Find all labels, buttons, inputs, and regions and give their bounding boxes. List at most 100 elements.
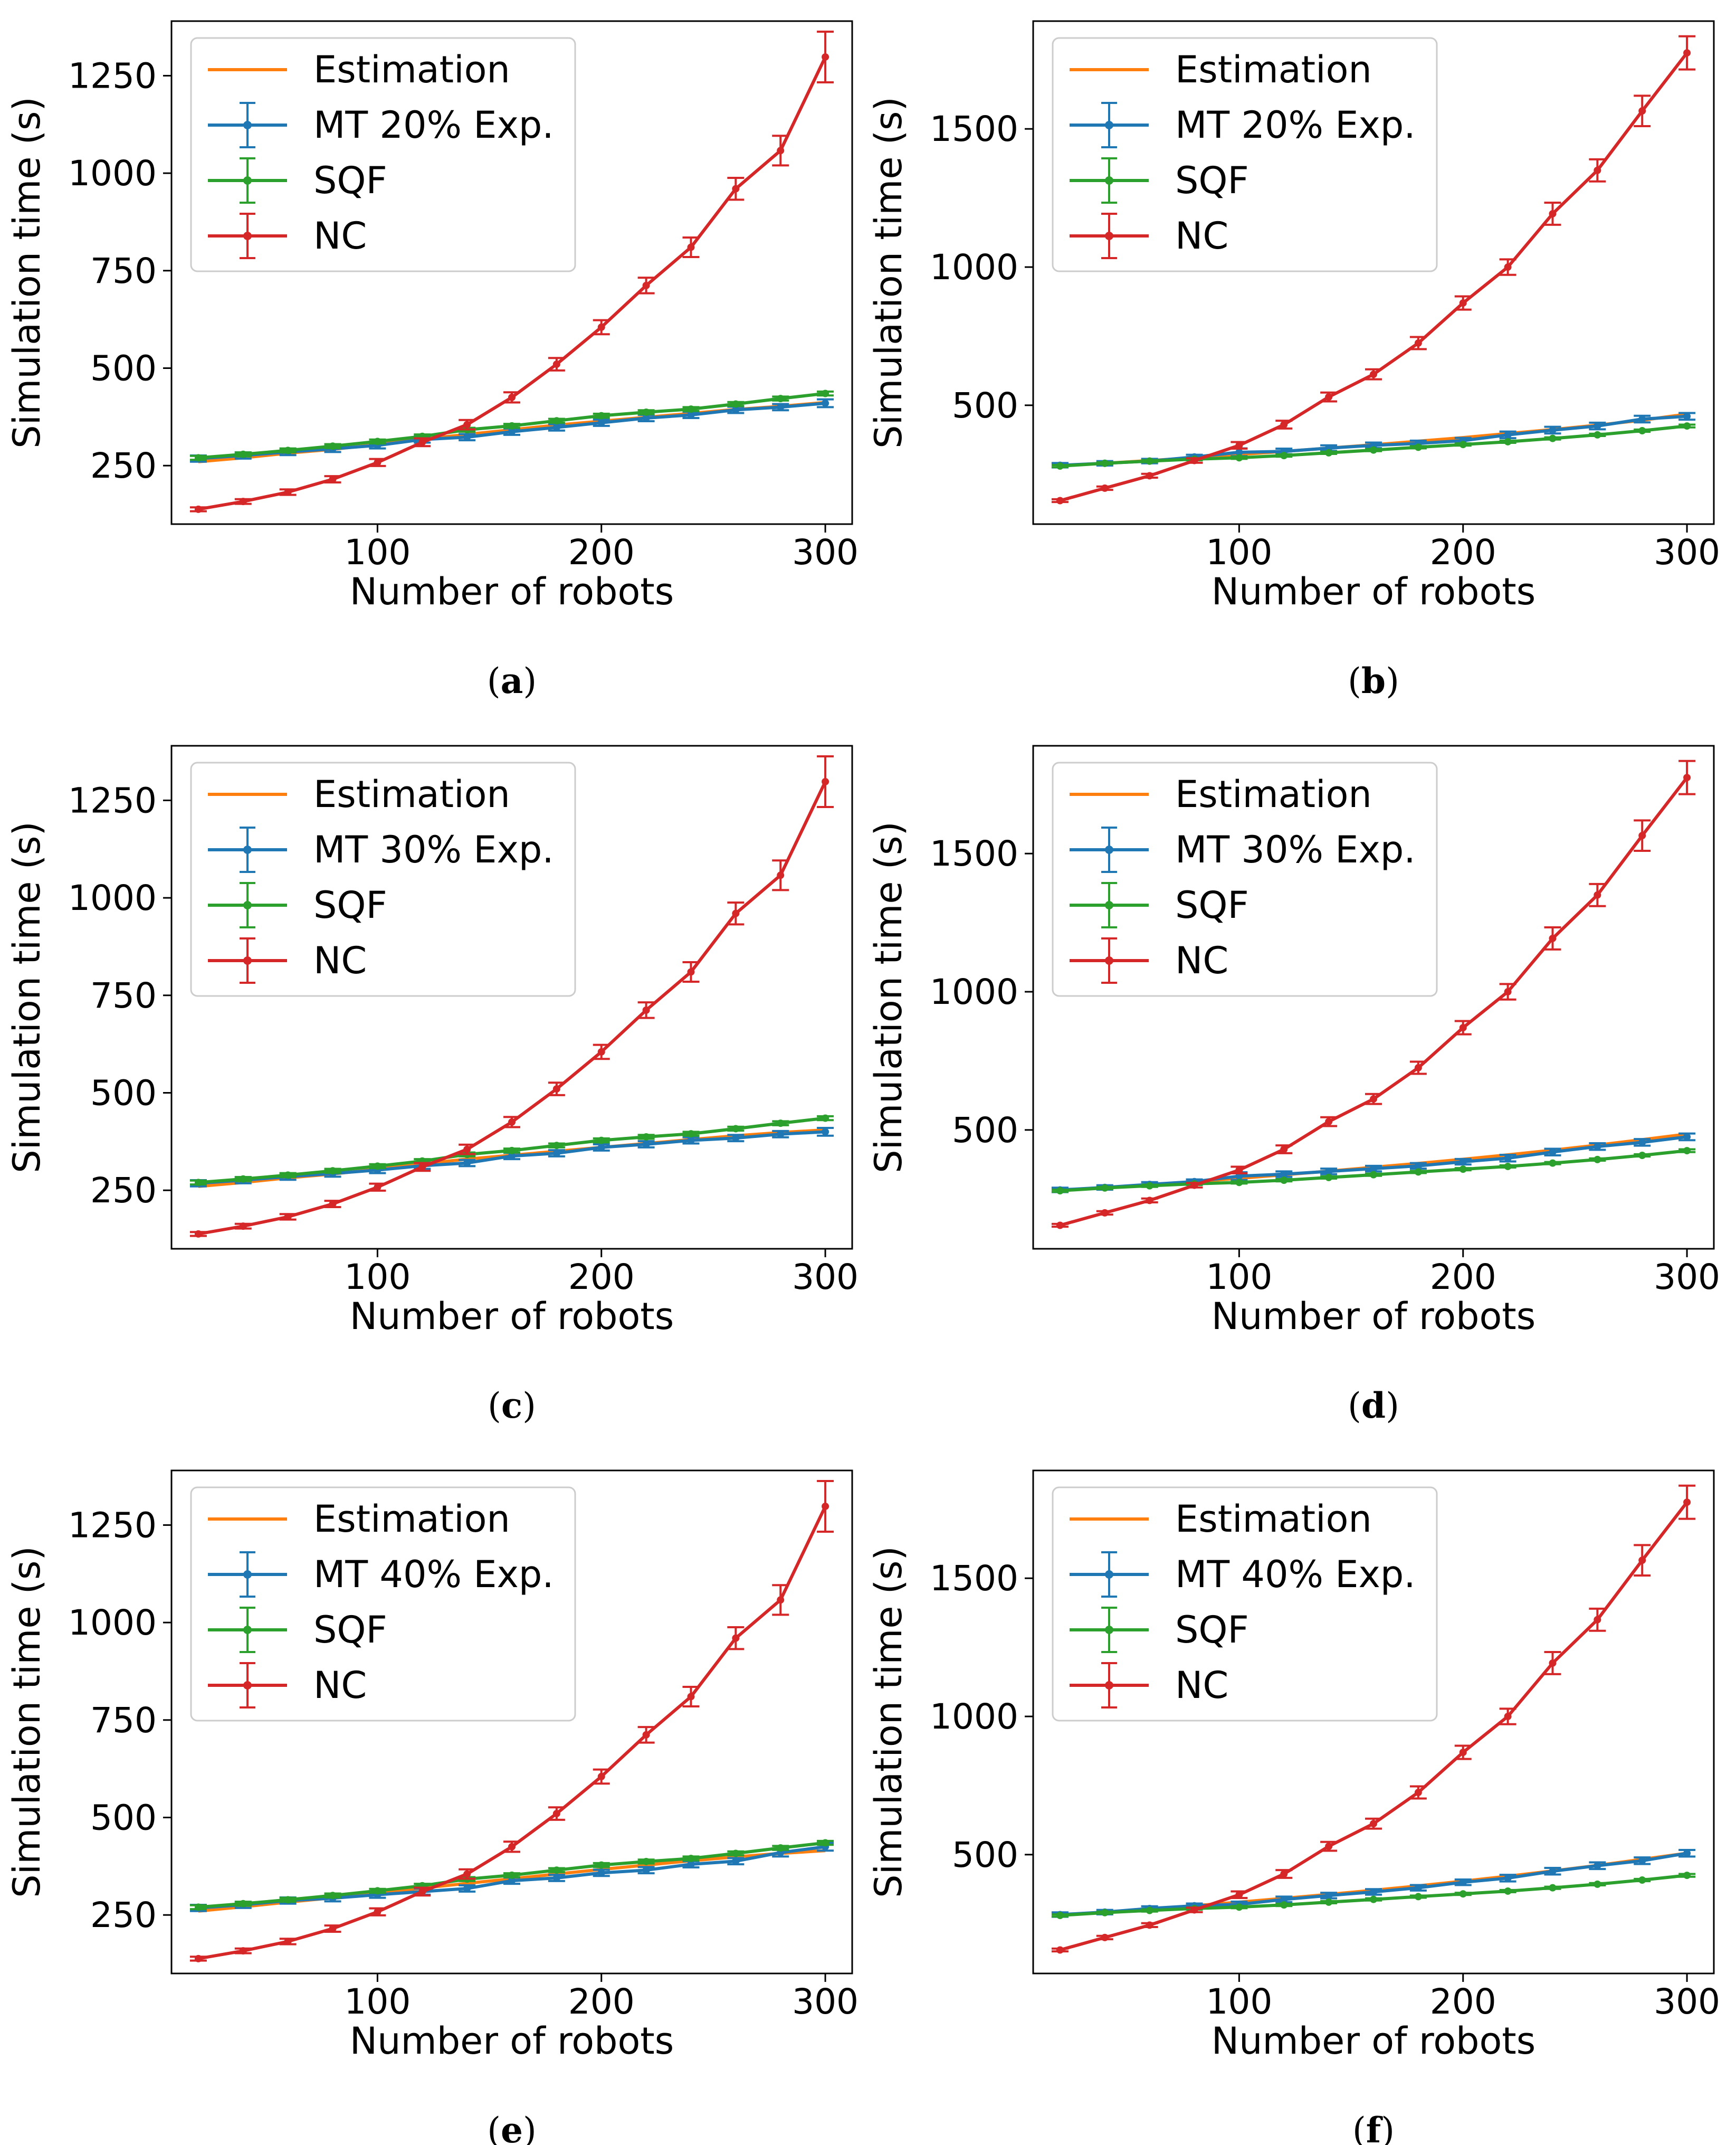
data-point: [597, 1048, 605, 1056]
data-point: [1414, 1893, 1422, 1901]
legend-swatch-marker: [243, 956, 252, 965]
caption-open-paren: (: [487, 2110, 501, 2145]
data-point: [1594, 1143, 1601, 1151]
legend-item-nc: NC: [208, 213, 367, 259]
x-axis-label: Number of robots: [350, 2019, 674, 2063]
data-point: [1549, 1148, 1557, 1156]
legend-label: NC: [313, 1664, 367, 1707]
data-point: [597, 1136, 605, 1144]
data-point: [418, 1887, 426, 1895]
data-point: [687, 1693, 695, 1701]
data-point: [687, 405, 695, 413]
data-point: [687, 968, 695, 976]
y-tick-label: 250: [90, 1895, 157, 1935]
series-nc: [189, 30, 834, 513]
chart-panel-e: 100 200 300 250 500 750 1000 1250 Number of robo…: [5, 1469, 859, 2145]
caption-letter: b: [1361, 660, 1386, 701]
x-tick-label: 200: [568, 1257, 635, 1297]
data-point: [239, 1175, 247, 1183]
legend-label: NC: [313, 939, 367, 982]
data-point: [284, 1938, 292, 1945]
data-point: [822, 1128, 829, 1136]
x-tick-label: 300: [1654, 1981, 1720, 2022]
data-point: [597, 419, 605, 426]
x-tick-label: 100: [344, 1981, 411, 2022]
y-tick-label: 500: [90, 348, 157, 388]
data-point: [1370, 1095, 1377, 1103]
data-point: [642, 414, 650, 422]
series-mt: [1051, 1132, 1696, 1194]
data-point: [374, 1908, 381, 1916]
legend-item-mt: MT 30% Exp.: [208, 827, 554, 873]
caption-open-paren: (: [1348, 1385, 1361, 1426]
data-point: [1549, 210, 1557, 217]
data-point: [194, 1903, 202, 1911]
data-point: [329, 1167, 337, 1175]
data-point: [1414, 1884, 1422, 1892]
data-point: [642, 1866, 650, 1874]
panel-caption: (b): [1348, 660, 1399, 701]
series-nc: [189, 1479, 834, 1962]
data-point: [1549, 426, 1557, 434]
y-tick-label: 1500: [930, 109, 1018, 149]
series-sqf: [189, 390, 834, 462]
legend-swatch-marker: [243, 121, 252, 129]
legend-box: [1052, 762, 1438, 997]
data-point: [463, 421, 471, 429]
caption-open-paren: (: [488, 1385, 501, 1426]
data-point: [1280, 1145, 1288, 1153]
legend-item-sqf: SQF: [1070, 882, 1249, 928]
y-axis-label: Simulation time (s): [5, 1546, 49, 1898]
data-point: [1638, 1138, 1646, 1146]
y-tick-label: 500: [90, 1072, 157, 1113]
caption-letter: d: [1361, 1385, 1386, 1426]
data-point: [1414, 339, 1422, 347]
data-point: [1235, 1891, 1243, 1899]
legend: Estimation MT 20% Exp. SQF NC: [190, 37, 576, 272]
data-point: [1235, 448, 1243, 456]
data-point: [1056, 1912, 1064, 1920]
series-sqf: [189, 1114, 834, 1187]
data-point: [239, 1222, 247, 1230]
data-point: [1504, 1713, 1512, 1721]
legend: Estimation MT 40% Exp. SQF NC: [190, 1486, 576, 1722]
data-point: [1638, 427, 1646, 435]
data-point: [1280, 1870, 1288, 1878]
data-point: [1101, 1909, 1109, 1916]
legend-box: [190, 762, 576, 997]
x-tick-label: 300: [792, 1257, 859, 1297]
chart-panel-b: 100 200 300 500 1000 1500 Number of robots Simu…: [867, 20, 1720, 701]
legend-swatch-marker: [243, 232, 252, 240]
legend-swatch-marker: [1105, 956, 1113, 965]
data-point: [822, 1502, 829, 1510]
x-tick-label: 200: [1430, 532, 1496, 573]
y-tick-label: 1250: [68, 780, 157, 821]
x-axis-label: Number of robots: [350, 570, 674, 613]
data-point: [374, 1887, 381, 1895]
series-nc: [1051, 1484, 1696, 1954]
caption-close-paren: ): [523, 661, 537, 701]
data-point: [1459, 441, 1467, 449]
chart-panel-d: 100 200 300 500 1000 1500 Number of robots Simu…: [867, 745, 1720, 1426]
legend-swatch-marker: [1105, 846, 1113, 854]
data-point: [329, 1892, 337, 1900]
legend-item-nc: NC: [208, 937, 367, 984]
data-point: [1370, 371, 1377, 378]
data-point: [1594, 891, 1601, 899]
data-point: [777, 1844, 785, 1852]
legend-item-nc: NC: [208, 1662, 367, 1709]
data-point: [1146, 472, 1153, 480]
legend-item-estimation: Estimation: [208, 48, 510, 91]
y-tick-label: 1500: [930, 833, 1018, 874]
data-point: [463, 1870, 471, 1878]
legend-item-mt: MT 40% Exp.: [208, 1551, 554, 1598]
data-point: [642, 281, 650, 289]
data-point: [284, 1213, 292, 1221]
data-point: [508, 428, 516, 435]
x-tick-label: 300: [792, 532, 859, 573]
legend-label: SQF: [313, 159, 387, 202]
legend-item-sqf: SQF: [208, 882, 387, 928]
legend-label: MT 20% Exp.: [313, 103, 554, 147]
series-sqf: [1051, 1872, 1696, 1920]
x-axis-label: Number of robots: [1212, 1295, 1535, 1338]
